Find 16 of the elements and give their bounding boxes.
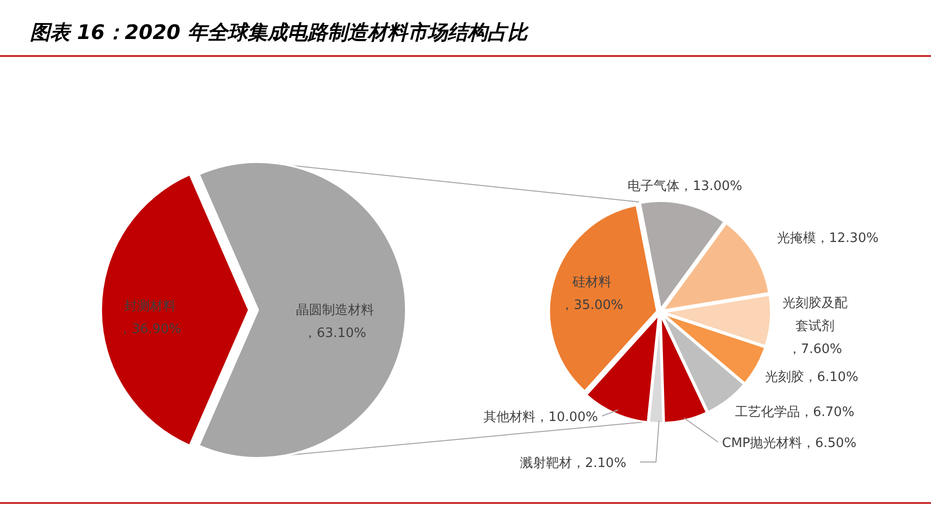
data-label: ，7.60% — [788, 342, 842, 357]
slice-label: 封测材料 — [124, 299, 176, 314]
slice-label: 光掩模，12.30% — [777, 231, 879, 246]
slice-label: 光刻胶，6.10% — [765, 370, 858, 385]
slice-label: CMP抛光材料，6.50% — [722, 436, 856, 451]
slice-label: 光刻胶及配套试剂 — [782, 296, 848, 334]
slice-label: 工艺化学品，6.70% — [735, 405, 854, 420]
slice-label: 溅射靶材，2.10% — [520, 456, 626, 471]
chart-title: 图表 16：2020 年全球集成电路制造材料市场结构占比 — [30, 20, 530, 44]
data-label: ，36.90% — [118, 322, 182, 337]
data-label: ，63.10% — [304, 326, 366, 341]
slice-label: 电子气体，13.00% — [628, 179, 742, 194]
data-label: ，35.00% — [560, 298, 624, 313]
slice-label: 其他材料，10.00% — [483, 410, 598, 425]
slice-label: 晶圆制造材料 — [296, 303, 374, 318]
slice-label: 硅材料 — [572, 275, 612, 290]
